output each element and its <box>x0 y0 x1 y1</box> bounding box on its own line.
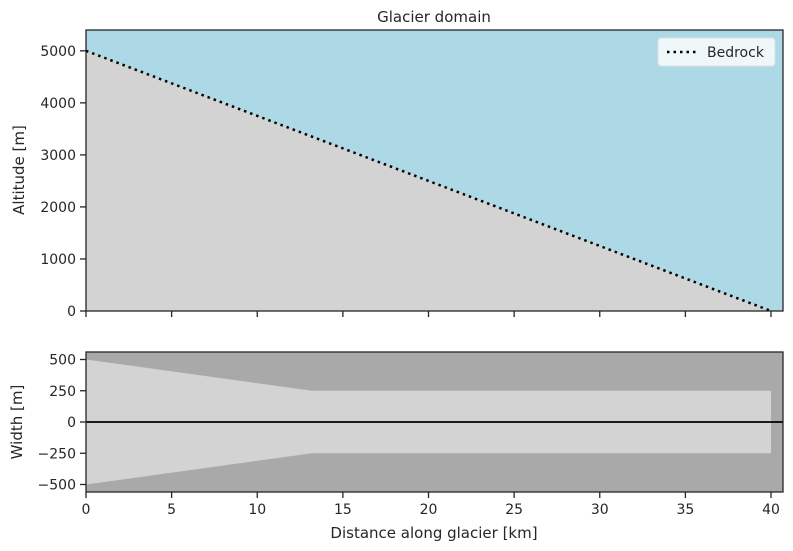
width-tick-label: 500 <box>49 353 76 369</box>
distance-tick-label: 20 <box>420 502 438 518</box>
distance-tick-label: 30 <box>591 502 609 518</box>
distance-tick-label: 15 <box>334 502 352 518</box>
distance-tick-label: 0 <box>82 502 91 518</box>
altitude-axis-label: Altitude [m] <box>10 125 28 215</box>
distance-tick-label: 25 <box>505 502 523 518</box>
width-axis-label: Width [m] <box>8 385 26 460</box>
width-tick-label: −500 <box>38 478 76 494</box>
chart-title: Glacier domain <box>377 8 491 26</box>
altitude-tick-label: 4000 <box>40 96 76 112</box>
distance-tick-label: 40 <box>762 502 780 518</box>
altitude-frame <box>85 29 784 312</box>
width-frame <box>85 351 784 493</box>
distance-tick-label: 5 <box>167 502 176 518</box>
legend-bedrock-label: Bedrock <box>707 45 765 61</box>
altitude-tick-label: 0 <box>67 304 76 320</box>
altitude-tick-label: 5000 <box>40 44 76 60</box>
altitude-tick-label: 1000 <box>40 252 76 268</box>
altitude-panel: Glacier domain 0 1000 2000 3000 4000 5000 Alt… <box>10 8 784 320</box>
distance-axis-label: Distance along glacier [km] <box>330 524 537 542</box>
altitude-tick-label: 3000 <box>40 148 76 164</box>
width-tick-label: 250 <box>49 384 76 400</box>
distance-tick-label: 10 <box>248 502 266 518</box>
distance-tick-label: 35 <box>676 502 694 518</box>
width-tick-label: −250 <box>38 446 76 462</box>
width-tick-label: 0 <box>67 415 76 431</box>
bedrock-line <box>85 49 772 313</box>
legend: Bedrock <box>657 37 776 67</box>
legend-box <box>657 37 776 67</box>
altitude-tick-label: 2000 <box>40 200 76 216</box>
width-panel: −500 −250 0 250 500 0 5 10 15 20 25 30 35 40 Width [… <box>8 351 784 542</box>
